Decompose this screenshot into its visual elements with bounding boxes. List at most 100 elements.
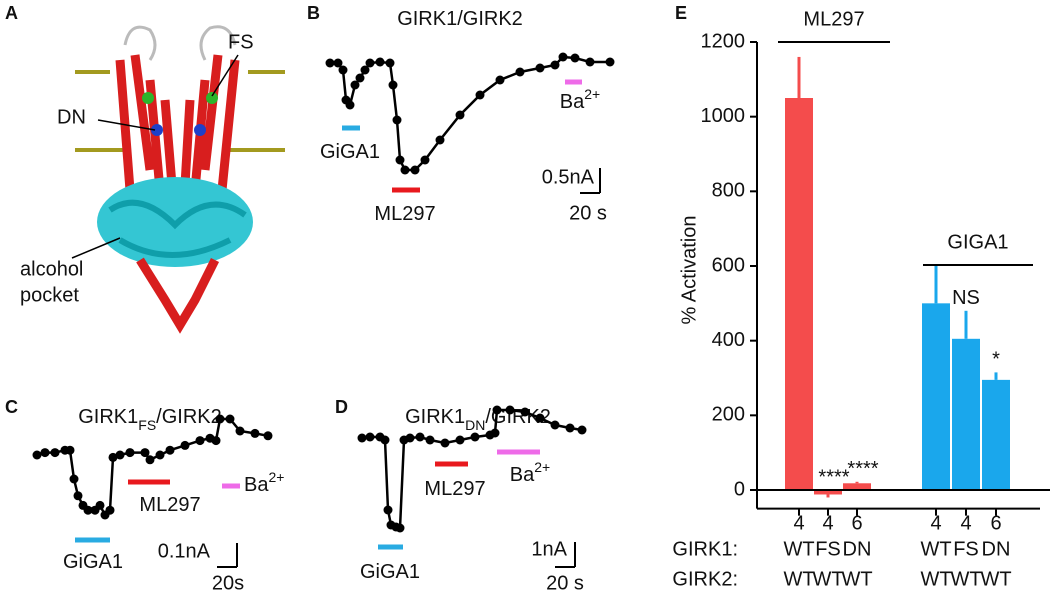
trace-point	[535, 413, 545, 423]
significance-label: NS	[952, 287, 980, 309]
trace-point	[392, 115, 402, 125]
bar	[922, 303, 950, 490]
trace-point	[410, 165, 420, 175]
label-part: ML297	[374, 203, 435, 225]
trace-point	[383, 505, 393, 515]
structure-label: DN	[57, 106, 86, 128]
trace-point	[145, 455, 155, 465]
application-label: ML297	[424, 478, 485, 500]
title-part: DN	[465, 417, 485, 433]
trace-point	[325, 58, 335, 68]
y-tick-label: 400	[712, 329, 745, 351]
trace-point	[263, 431, 273, 441]
trace-point	[565, 423, 575, 433]
structure-drawing	[71, 25, 285, 334]
trace-point	[215, 414, 225, 424]
application-label: GiGA1	[320, 141, 380, 163]
girk2-label: WT	[812, 568, 843, 590]
y-tick-label: 0	[734, 478, 745, 500]
trace-point	[195, 436, 205, 446]
trace-point	[535, 63, 545, 73]
y-tick-label: 800	[712, 180, 745, 202]
girk2-label: WT	[920, 568, 951, 590]
bar	[843, 483, 871, 490]
girk2-label: WT	[783, 568, 814, 590]
structure-label: FS	[228, 31, 254, 53]
callout-line	[211, 54, 239, 97]
structure-label: pocket	[20, 284, 79, 306]
loop	[123, 25, 237, 61]
trace-point	[605, 57, 615, 67]
trace-point	[115, 450, 125, 460]
girk1-label: DN	[982, 538, 1011, 560]
significance-label: ****	[847, 458, 878, 480]
girk2-label: WT	[980, 568, 1011, 590]
title-part: GIRK1/GIRK2	[397, 8, 523, 30]
trace-point	[405, 433, 415, 443]
trace-point	[415, 432, 425, 442]
trace-point	[108, 452, 118, 462]
label-part: Ba	[510, 464, 535, 486]
title-part: FS	[138, 417, 156, 433]
label-sup: 2+	[584, 86, 600, 102]
trace-point	[470, 432, 480, 442]
application-label: GiGA1	[63, 551, 123, 573]
scale-label: 1nA	[531, 538, 567, 560]
callout-line	[71, 237, 121, 259]
fs-residue	[206, 92, 218, 104]
trace-point	[440, 438, 450, 448]
panel-letter: C	[5, 397, 18, 417]
scale-label: 0.1nA	[158, 540, 211, 562]
scale-label: 20 s	[569, 202, 607, 224]
group-label: GIGA1	[947, 231, 1008, 253]
trace-point	[365, 432, 375, 442]
y-tick-label: 200	[712, 404, 745, 426]
bar	[952, 338, 980, 490]
trace-point	[65, 445, 75, 455]
girk1-label: WT	[920, 538, 951, 560]
trace-point	[350, 80, 360, 90]
trace-point	[570, 53, 580, 63]
trace-point	[155, 450, 165, 460]
n-label: 4	[930, 512, 941, 534]
trace-point	[455, 110, 465, 120]
trace-point	[395, 155, 405, 165]
trace-point	[83, 505, 93, 515]
callout-line	[97, 119, 156, 131]
trace-point	[490, 428, 500, 438]
label-part: ML297	[139, 494, 200, 516]
trace-line	[330, 55, 610, 172]
label-sup: 2+	[268, 469, 284, 485]
n-label: 6	[990, 512, 1001, 534]
helix	[180, 54, 240, 191]
n-label: 4	[960, 512, 971, 534]
trace-point	[211, 436, 221, 446]
title-part: GIRK1	[405, 406, 465, 428]
label-part: GiGA1	[360, 561, 420, 583]
trace-point	[365, 58, 375, 68]
trace-point	[165, 445, 175, 455]
trace-point	[505, 405, 515, 415]
significance-label: *	[992, 349, 1000, 371]
girk2-label: WT	[841, 568, 872, 590]
trace-point	[69, 474, 79, 484]
trace-point	[492, 405, 502, 415]
girk2-label: WT	[950, 568, 981, 590]
panel-title: GIRK1/GIRK2	[397, 8, 523, 30]
application-label: Ba2+	[510, 459, 550, 487]
trace-point	[520, 407, 530, 417]
trace-point	[495, 75, 505, 85]
label-part: Ba	[560, 91, 585, 113]
title-part: GIRK1	[78, 406, 138, 428]
n-label: 4	[793, 512, 804, 534]
trace-point	[105, 505, 115, 515]
label-part: GiGA1	[320, 141, 380, 163]
scale-label: 20 s	[546, 572, 584, 594]
trace-point	[558, 52, 568, 62]
scale-label: 0.5nA	[542, 166, 595, 188]
trace-point	[32, 450, 42, 460]
trace-point	[345, 100, 355, 110]
trace-point	[50, 448, 60, 458]
y-tick-label: 1000	[701, 105, 746, 127]
